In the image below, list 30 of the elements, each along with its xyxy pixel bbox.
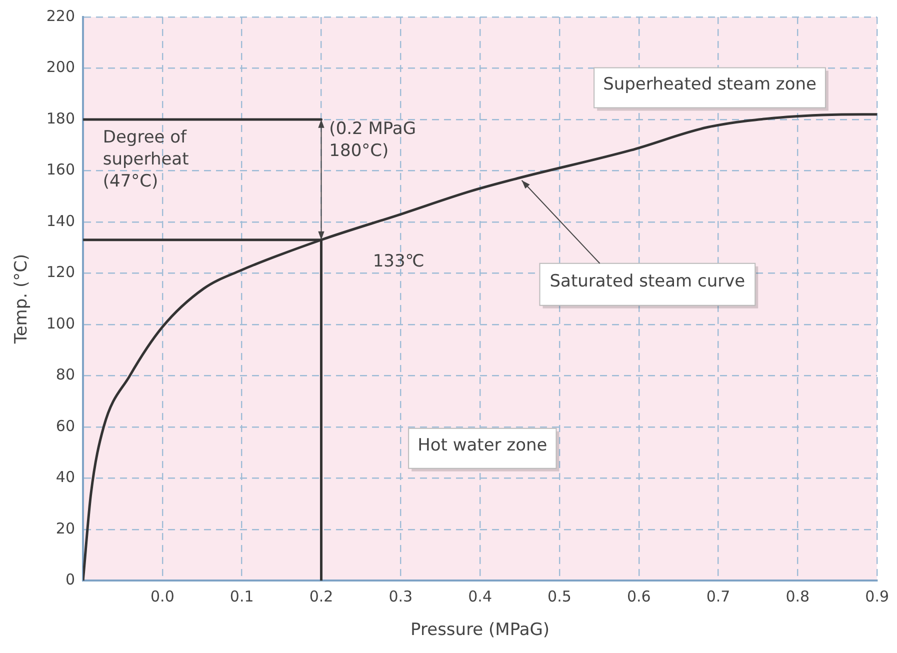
y-tick-label: 20 — [56, 519, 76, 538]
y-tick-label: 200 — [46, 58, 76, 76]
x-tick-label: 0.3 — [388, 587, 413, 606]
annotation: Degree of superheat (47°C) — [102, 128, 190, 192]
x-tick-label: 0.2 — [309, 587, 334, 606]
x-tick-label: 0.0 — [150, 587, 174, 606]
annotation: Superheated steam zone — [603, 74, 816, 95]
x-tick-label: 0.7 — [706, 587, 730, 606]
y-tick-label: 80 — [56, 366, 76, 384]
annotation: (0.2 MPaG 180°C) — [329, 119, 416, 162]
annotation: 133℃ — [372, 252, 424, 272]
annotation: Hot water zone — [418, 435, 548, 456]
y-tick-label: 40 — [56, 468, 76, 486]
y-tick-label: 0 — [65, 570, 76, 588]
y-tick-label: 140 — [46, 212, 76, 230]
x-tick-label: 0.5 — [548, 587, 572, 606]
x-tick-label: 0.1 — [230, 587, 254, 606]
x-tick-label: 0.6 — [626, 587, 651, 606]
y-tick-label: 180 — [46, 109, 76, 128]
y-axis-title: Temp. (°C) — [12, 254, 32, 345]
x-tick-label: 0.9 — [865, 587, 889, 606]
x-tick-label: 0.4 — [468, 587, 492, 606]
annotation: Saturated steam curve — [550, 271, 746, 292]
x-tick-label: 0.8 — [786, 587, 810, 606]
y-tick-label: 160 — [46, 160, 76, 179]
y-tick-label: 60 — [56, 416, 76, 435]
y-tick-label: 120 — [46, 263, 76, 282]
y-tick-label: 220 — [46, 6, 76, 25]
y-tick-label: 100 — [46, 314, 76, 332]
x-axis-title: Pressure (MPaG) — [410, 620, 550, 640]
